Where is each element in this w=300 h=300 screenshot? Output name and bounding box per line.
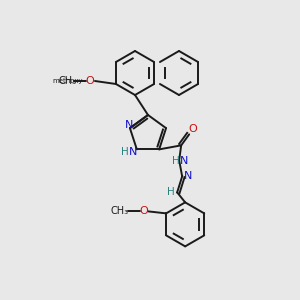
- Text: O: O: [140, 206, 148, 216]
- Text: CH₃: CH₃: [110, 206, 128, 216]
- Text: CH₃: CH₃: [59, 76, 77, 86]
- Text: H: H: [121, 147, 129, 158]
- Text: N: N: [184, 171, 192, 182]
- Text: N: N: [180, 156, 188, 167]
- Text: O: O: [85, 76, 94, 86]
- Text: N: N: [129, 147, 137, 158]
- Text: H: H: [167, 188, 175, 197]
- Text: N: N: [125, 120, 133, 130]
- Text: O: O: [189, 124, 197, 134]
- Text: H: H: [172, 156, 180, 167]
- Text: methoxy: methoxy: [53, 78, 83, 84]
